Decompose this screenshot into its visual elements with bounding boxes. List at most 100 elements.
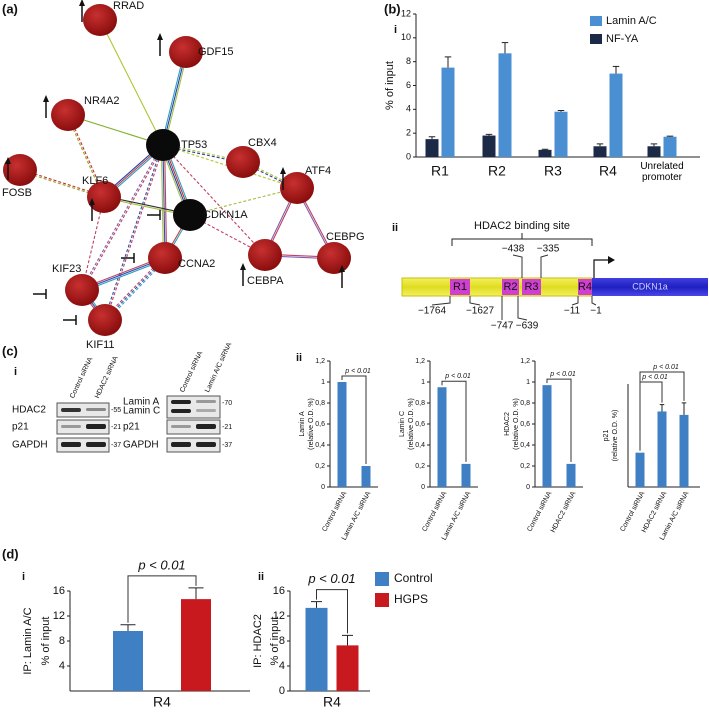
node — [226, 146, 260, 178]
node — [248, 239, 282, 271]
legend-swatch — [590, 16, 602, 26]
bar — [113, 631, 143, 691]
blot-strip — [166, 419, 221, 435]
node-label: KLF6 — [82, 175, 108, 187]
y-tick-label: 1,2 — [415, 358, 425, 365]
edge — [105, 145, 165, 321]
y-tick-label: 16 — [273, 585, 285, 597]
sig-label: p < 0.01 — [652, 364, 679, 371]
y-tick-label: 0,4 — [520, 442, 530, 449]
blot-lane-label: Lamin A/C siRNA — [204, 341, 233, 393]
node-label: CEBPG — [326, 231, 365, 243]
legend-swatch — [375, 593, 389, 607]
blot-size: -55 — [111, 407, 121, 414]
y-tick-label: 1 — [421, 379, 425, 386]
y-tick-label: 8 — [406, 56, 411, 66]
blot-strip — [166, 395, 221, 419]
band — [196, 442, 216, 447]
y-tick-label: 0 — [321, 484, 325, 491]
band — [171, 425, 191, 428]
position-label: −639 — [516, 321, 539, 332]
x-tick-label: Unrelated promoter — [640, 161, 684, 183]
position-leader — [469, 296, 481, 306]
position-leader — [540, 254, 549, 278]
bar — [181, 599, 211, 691]
position-label: −1627 — [466, 306, 495, 317]
position-label: −335 — [537, 244, 560, 255]
x-tick-label: Control siRNA — [421, 490, 448, 533]
node-label: ATF4 — [305, 165, 331, 177]
y-tick-label: 0,2 — [415, 463, 425, 470]
blot-row-label: GAPDH — [123, 440, 159, 451]
node-label: CBX4 — [248, 137, 277, 149]
y-tick-label: 12 — [273, 610, 285, 622]
y-axis-label: HDAC2 — [504, 412, 511, 436]
sig-label: p < 0.01 — [344, 368, 371, 375]
position-leader — [591, 296, 597, 306]
y-tick-label: 0,4 — [415, 442, 425, 449]
region-label: R2 — [503, 281, 517, 293]
node — [51, 99, 85, 131]
y-tick-label: 0,2 — [520, 463, 530, 470]
y-axis-label: Lamin A — [299, 411, 306, 437]
blot-strip — [56, 419, 110, 435]
position-leader — [512, 254, 523, 278]
node — [280, 172, 314, 204]
position-label: −1764 — [418, 306, 447, 317]
up-arrowhead — [280, 167, 286, 174]
node — [83, 4, 117, 36]
bar — [482, 135, 496, 157]
region-label: R3 — [524, 281, 538, 293]
bar — [609, 73, 623, 157]
y-axis-label: IP: Lamin A/C — [22, 607, 34, 674]
sig-label: p < 0.01 — [137, 557, 185, 572]
x-tick-label: Control siRNA — [526, 490, 553, 533]
position-label: −11 — [564, 306, 581, 317]
blot-lane-label: HDAC2 siRNA — [94, 355, 120, 400]
blot-lane-label: Control siRNA — [179, 350, 204, 393]
y-tick-label: 2 — [406, 128, 411, 138]
node — [173, 199, 207, 231]
edge — [162, 144, 266, 256]
node — [88, 304, 122, 336]
bar — [336, 645, 359, 691]
edge — [160, 145, 164, 259]
node-label: GDF15 — [198, 46, 233, 58]
y-tick-label: 0,4 — [315, 442, 325, 449]
bar — [425, 139, 439, 157]
blot-row-label: HDAC2 — [12, 405, 46, 416]
sig-label: p < 0.01 — [444, 373, 471, 380]
blots — [56, 395, 221, 453]
sig-bracket — [341, 375, 367, 464]
x-tick-label: Control siRNA — [321, 490, 348, 533]
up-arrowhead — [79, 0, 85, 6]
position-label: −747 — [491, 321, 514, 332]
region-label: R1 — [453, 281, 467, 293]
y-tick-label: 0 — [279, 685, 285, 697]
y-tick-label: 0 — [406, 151, 411, 161]
x-tick-label: R4 — [599, 163, 617, 179]
band — [196, 400, 216, 403]
edge — [189, 187, 298, 216]
network: RRAD GDF15 NR4A2 TP53 CBX4 ATF4 KLF6 FOSB CDKN1A… — [2, 0, 365, 351]
panel-sublabel: ii — [258, 571, 264, 583]
sig-bracket — [639, 381, 663, 451]
band — [86, 424, 106, 429]
y-tick-label: 12 — [53, 610, 65, 622]
bar — [679, 414, 689, 487]
bar — [566, 463, 576, 487]
up-arrowhead — [240, 263, 246, 270]
y-axis-label: % of input — [269, 617, 281, 666]
edge — [103, 144, 163, 320]
node-label: CDKN1A — [203, 209, 248, 221]
y-axis-label: % of input — [384, 61, 396, 110]
position-label: −1 — [590, 306, 602, 317]
edge — [162, 145, 243, 164]
y-tick-label: 12 — [401, 8, 411, 18]
y-tick-label: 1,2 — [315, 358, 325, 365]
bar — [337, 382, 347, 487]
blot-row-label: p21 — [12, 422, 29, 433]
blot-row-label: GAPDH — [12, 440, 48, 451]
legend-swatch — [590, 34, 602, 44]
